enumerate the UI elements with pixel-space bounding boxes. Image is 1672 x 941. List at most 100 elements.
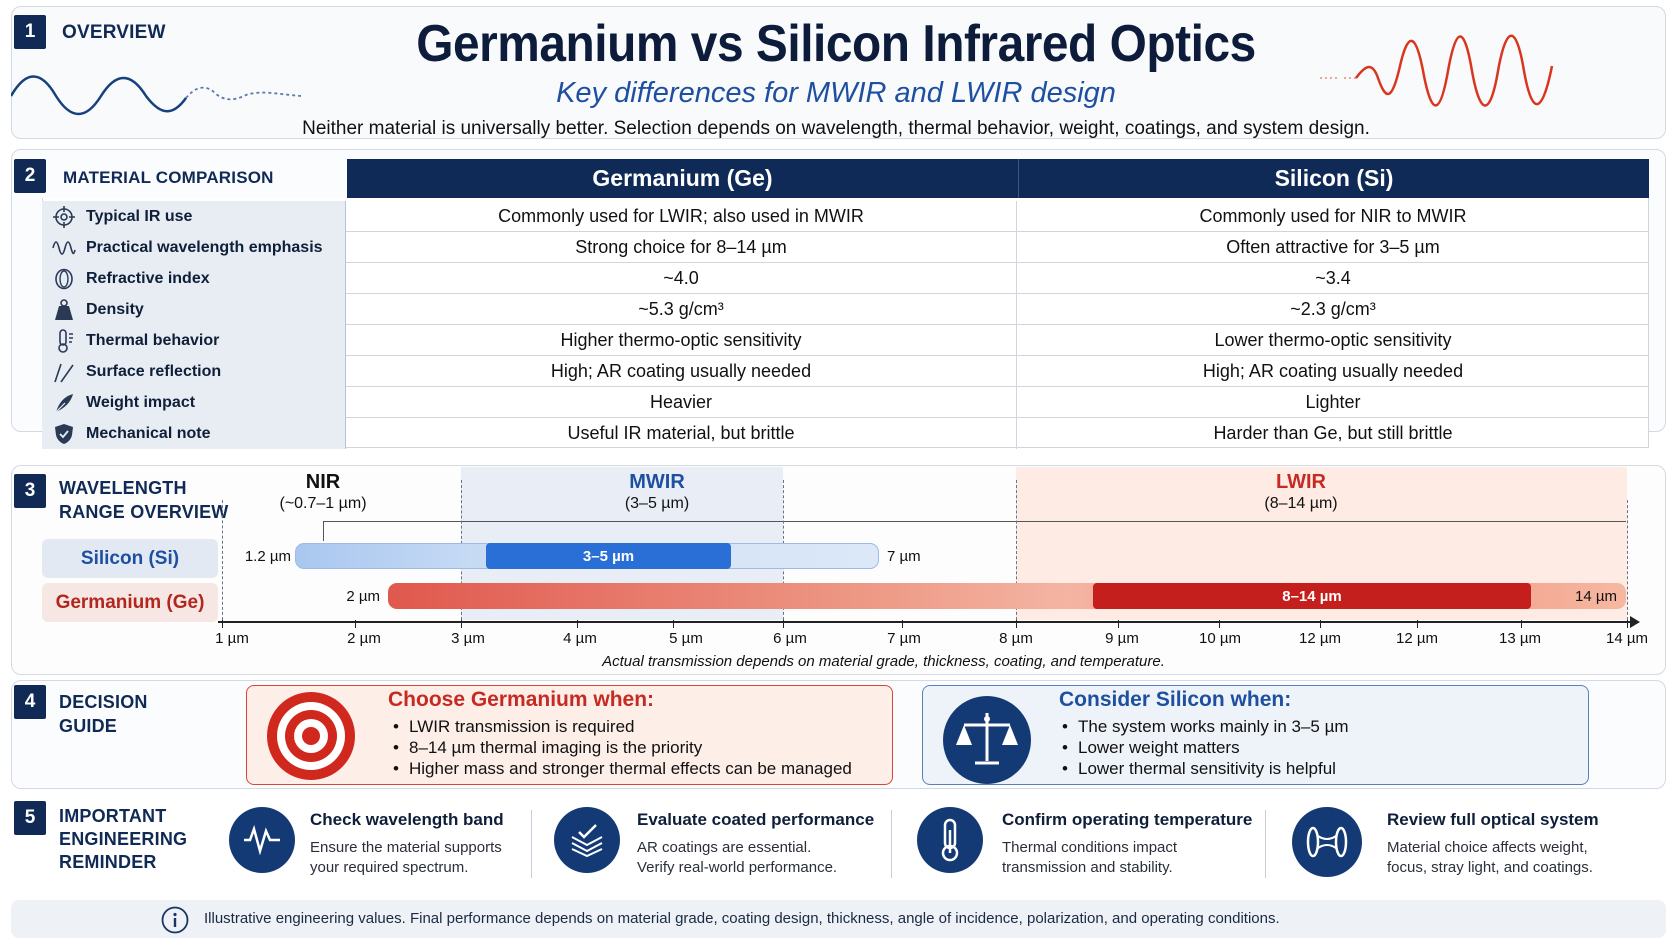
layers-icon	[554, 807, 620, 873]
shield-icon	[42, 423, 86, 445]
tick-label: 7 µm	[887, 630, 921, 647]
table-row: Mechanical note Useful IR material, but …	[42, 418, 1649, 449]
germanium-cell: Commonly used for LWIR; also used in MWI…	[346, 201, 1017, 232]
germanium-end-label: 14 µm	[1575, 588, 1617, 605]
tick-mark	[1016, 620, 1017, 628]
table-row: Refractive index ~4.0 ~3.4	[42, 263, 1649, 294]
silicon-decision-title: Consider Silicon when:	[1059, 688, 1292, 711]
tick-label: 14 µm	[1606, 630, 1648, 647]
tick-label: 1 µm	[215, 630, 249, 647]
grid-line	[222, 500, 223, 620]
section-number: 5	[14, 801, 46, 835]
tick-mark	[1627, 620, 1628, 628]
silicon-end-label: 7 µm	[887, 548, 921, 565]
reminder-desc: Verify real-world performance.	[637, 859, 838, 876]
divider	[1265, 810, 1266, 878]
section-label: RANGE OVERVIEW	[59, 502, 229, 522]
tick-mark	[355, 620, 356, 628]
germanium-start-label: 2 µm	[346, 588, 380, 605]
section-label: MATERIAL COMPARISON	[63, 168, 274, 187]
tick-label: 3 µm	[451, 630, 485, 647]
grid-line	[1016, 480, 1017, 620]
germanium-decision-list: LWIR transmission is required 8–14 µm th…	[389, 716, 852, 779]
target-icon	[266, 691, 356, 786]
reminder-desc: transmission and stability.	[1002, 859, 1173, 876]
lwir-band-range: (8–14 µm)	[1264, 495, 1338, 512]
section-label: OVERVIEW	[62, 22, 166, 43]
x-axis	[218, 621, 1630, 623]
tick-label: 13 µm	[1499, 630, 1541, 647]
germanium-cell: Heavier	[346, 387, 1017, 418]
mwir-band-name: MWIR	[629, 471, 685, 493]
row-label: Density	[86, 300, 144, 318]
germanium-cell: Strong choice for 8–14 µm	[346, 232, 1017, 263]
mwir-band-range: (3–5 µm)	[624, 495, 690, 512]
tick-mark	[461, 620, 462, 628]
lens-system-icon	[1292, 807, 1362, 877]
list-item: Higher mass and stronger thermal effects…	[389, 758, 852, 779]
silicon-cell: Commonly used for NIR to MWIR	[1199, 206, 1467, 226]
silicon-decision-list: The system works mainly in 3–5 µm Lower …	[1058, 716, 1349, 779]
band-bracket	[323, 521, 1626, 541]
reminder-desc: Ensure the material supports	[310, 839, 502, 856]
silicon-cell: High; AR coating usually needed	[1202, 361, 1464, 381]
row-label: Thermal behavior	[86, 331, 220, 349]
germanium-cell: ~4.0	[346, 263, 1017, 294]
table-row: Surface reflection High; AR coating usua…	[42, 356, 1649, 387]
lens-icon	[42, 268, 86, 290]
x-axis-arrow	[1630, 616, 1640, 628]
section-label: WAVELENGTH	[59, 478, 187, 498]
row-label: Refractive index	[86, 269, 210, 287]
crosshair-icon	[42, 205, 86, 228]
silicon-column-header: Silicon (Si)	[1018, 159, 1649, 198]
tick-label: 8 µm	[999, 630, 1033, 647]
tick-label: 2 µm	[347, 630, 381, 647]
reminder-desc: your required spectrum.	[310, 859, 469, 876]
silicon-start-label: 1.2 µm	[244, 548, 291, 565]
germanium-highlight-bar: 8–14 µm	[1093, 583, 1531, 609]
weight-icon	[42, 298, 86, 321]
table-row: Weight impact Heavier Lighter	[42, 387, 1649, 418]
section-number: 2	[14, 159, 46, 193]
germanium-cell: Higher thermo-optic sensitivity	[346, 325, 1017, 356]
germanium-cell: High; AR coating usually needed	[346, 356, 1017, 387]
tick-mark	[1417, 620, 1418, 628]
section-label: IMPORTANT	[59, 806, 167, 826]
row-label: Practical wavelength emphasis	[86, 238, 323, 256]
tick-label: 4 µm	[563, 630, 597, 647]
tick-mark	[673, 620, 674, 628]
list-item: 8–14 µm thermal imaging is the priority	[389, 737, 852, 758]
table-row: Practical wavelength emphasis Strong cho…	[42, 232, 1649, 263]
germanium-column-header: Germanium (Ge)	[347, 159, 1018, 198]
silicon-cell: Lower thermo-optic sensitivity	[1214, 330, 1452, 350]
section-label: GUIDE	[59, 716, 118, 736]
reminder-title: Confirm operating temperature	[1002, 810, 1253, 829]
balance-scale-icon	[942, 695, 1032, 790]
red-wave-decoration	[1320, 34, 1554, 107]
table-row: Typical IR use Commonly used for LWIR; a…	[42, 201, 1649, 232]
section-number: 3	[14, 474, 46, 508]
germanium-cell: Useful IR material, but brittle	[346, 418, 1017, 449]
reflection-icon	[42, 361, 86, 383]
wave-icon	[42, 238, 86, 258]
grid-line	[1627, 500, 1628, 620]
list-item: LWIR transmission is required	[389, 716, 852, 737]
feather-icon	[42, 392, 86, 414]
divider	[891, 810, 892, 878]
row-label: Weight impact	[86, 393, 196, 411]
reminder-desc: Thermal conditions impact	[1002, 839, 1178, 856]
table-row: Thermal behavior Higher thermo-optic sen…	[42, 325, 1649, 356]
section-number: 1	[14, 15, 46, 49]
nir-band-range: (~0.7–1 µm)	[279, 495, 367, 512]
footer-bar	[11, 900, 1666, 938]
lwir-band-name: LWIR	[1276, 471, 1326, 493]
list-item: Lower weight matters	[1058, 737, 1349, 758]
thermometer-icon	[917, 807, 983, 873]
tick-label: 10 µm	[1199, 630, 1241, 647]
list-item: Lower thermal sensitivity is helpful	[1058, 758, 1349, 779]
tick-mark	[902, 620, 903, 628]
overview-panel	[11, 6, 1666, 139]
row-label: Mechanical note	[86, 424, 211, 442]
germanium-cell: ~5.3 g/cm³	[346, 294, 1017, 325]
silicon-cell: Often attractive for 3–5 µm	[1226, 237, 1440, 257]
